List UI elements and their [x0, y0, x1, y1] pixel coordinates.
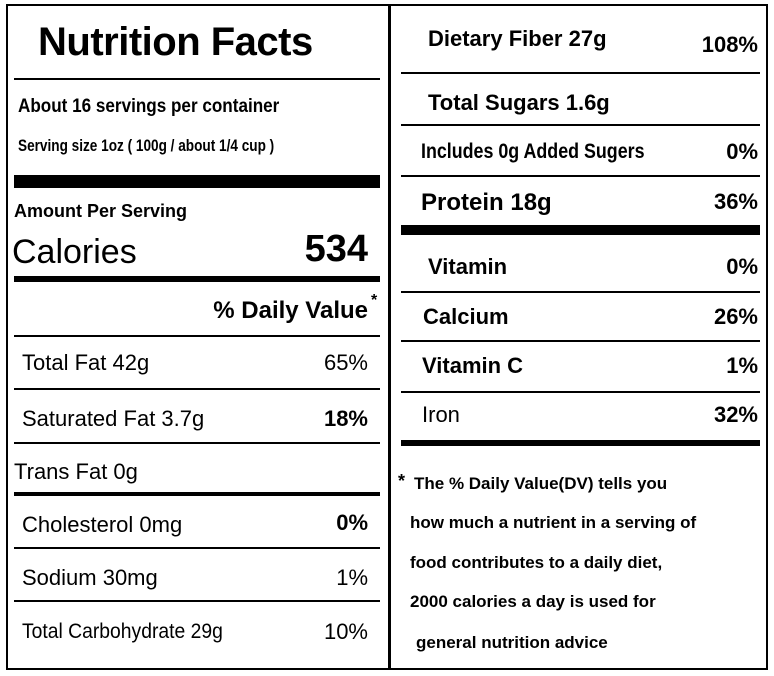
nutrient-label: Cholesterol 0mg	[22, 512, 183, 537]
serving-size: Serving size 1oz ( 100g / about 1/4 cup …	[18, 136, 275, 155]
daily-value-asterisk: *	[371, 292, 378, 309]
row-rule	[14, 547, 380, 549]
vitamin-label: Calcium	[423, 304, 509, 329]
label-title: Nutrition Facts	[38, 20, 313, 64]
daily-value-header: % Daily Value	[213, 297, 368, 324]
nutrient-dv: 108%	[701, 32, 758, 57]
nutrient-label: Dietary Fiber 27g	[428, 26, 607, 51]
nutrient-label: Saturated Fat 3.7g	[22, 406, 205, 431]
row-rule	[14, 335, 380, 337]
row-rule	[14, 442, 380, 444]
nutrient-label: Total Carbohydrate 29g	[22, 620, 223, 643]
nutrient-label: Trans Fat 0g	[14, 459, 138, 484]
row-rule	[14, 600, 380, 602]
footnote-line: how much a nutrient in a serving of	[410, 513, 697, 532]
footnote-line: The % Daily Value(DV) tells you	[414, 474, 668, 493]
nutrient-label: Protein 18g	[421, 189, 552, 216]
nutrient-dv: 0%	[336, 510, 368, 535]
row-rule	[401, 124, 760, 126]
thick-rule	[14, 175, 380, 188]
nutrient-dv: 1%	[336, 565, 368, 590]
row-rule	[14, 492, 380, 496]
title-rule	[14, 78, 380, 80]
nutrient-dv: 10%	[323, 619, 368, 644]
footnote-line: 2000 calories a day is used for	[410, 592, 656, 611]
nutrient-dv: 65%	[323, 350, 368, 375]
row-rule	[14, 388, 380, 390]
calories-label: Calories	[12, 233, 137, 271]
vitamin-label: Vitamin	[428, 254, 508, 279]
footnote-line: general nutrition advice	[416, 633, 608, 652]
medium-rule	[14, 276, 380, 282]
footnote-line: food contributes to a daily diet,	[410, 553, 663, 572]
row-rule	[401, 391, 760, 393]
row-rule	[401, 291, 760, 293]
calories-value: 534	[304, 228, 368, 270]
thick-rule	[401, 225, 760, 235]
vitamin-dv: 0%	[726, 254, 758, 279]
column-divider	[388, 6, 391, 668]
nutrient-dv: 36%	[713, 189, 758, 214]
vitamin-dv: 26%	[713, 304, 758, 329]
footnote-asterisk: *	[398, 471, 406, 491]
vitamin-dv: 32%	[713, 402, 758, 427]
medium-rule	[401, 440, 760, 446]
amount-per-serving: Amount Per Serving	[14, 201, 188, 221]
nutrient-label: Total Sugars 1.6g	[428, 90, 610, 115]
row-rule	[401, 175, 760, 177]
vitamin-label: Vitamin C	[422, 353, 524, 378]
nutrition-facts-label: Nutrition Facts About 16 servings per co…	[6, 4, 768, 670]
row-rule	[401, 72, 760, 74]
vitamin-dv: 1%	[726, 353, 758, 378]
vitamin-label: Iron	[422, 402, 460, 427]
nutrient-label: Includes 0g Added Sugers	[421, 140, 645, 163]
nutrient-dv: 18%	[323, 406, 368, 431]
nutrient-dv: 0%	[726, 139, 758, 164]
servings-per-container: About 16 servings per container	[18, 96, 280, 117]
nutrient-label: Sodium 30mg	[22, 565, 158, 590]
nutrient-label: Total Fat 42g	[22, 350, 150, 375]
row-rule	[401, 340, 760, 342]
